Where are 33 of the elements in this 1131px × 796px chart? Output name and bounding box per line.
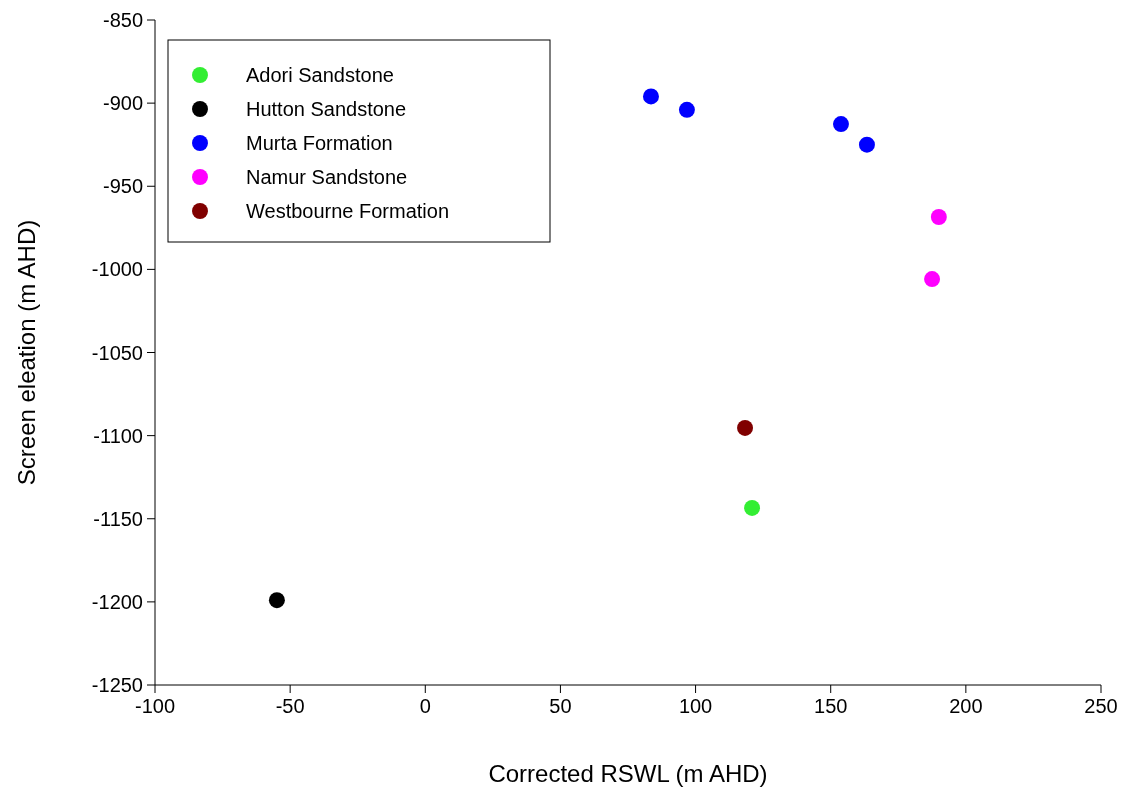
y-tick-label: -1250 <box>91 674 143 696</box>
x-tick-label: 250 <box>1084 695 1118 717</box>
y-tick-label: -1050 <box>91 341 143 364</box>
y-tick-label: -1150 <box>93 507 143 530</box>
x-tick-label: 100 <box>678 695 713 717</box>
x-tick-label: 50 <box>549 695 572 717</box>
point <box>643 88 659 105</box>
y-tick-label: -950 <box>102 175 143 198</box>
point <box>924 271 941 287</box>
y-axis-title: Screen eleation (m AHD) <box>13 219 40 486</box>
x-tick-label: -50 <box>275 695 305 717</box>
point <box>744 499 761 516</box>
point <box>268 592 285 609</box>
y-tick-label: -850 <box>102 9 143 31</box>
y-tick-label: -1100 <box>93 424 143 447</box>
point <box>930 209 947 225</box>
point <box>678 101 695 118</box>
x-tick-label: 200 <box>949 695 983 717</box>
x-tick-label: -100 <box>134 695 176 717</box>
y-tick-label: -1200 <box>91 590 143 613</box>
legend-label: Westbourne Formation <box>246 200 450 222</box>
x-axis-title: Corrected RSWL (m AHD) <box>488 760 768 787</box>
y-tick-label: -900 <box>102 92 143 115</box>
x-tick-label: 0 <box>419 695 431 717</box>
legend-label: Namur Sandstone <box>246 166 408 188</box>
point <box>737 420 754 436</box>
point <box>858 136 875 153</box>
legend-label: Hutton Sandstone <box>246 98 407 120</box>
y-tick-label: -1000 <box>91 258 143 281</box>
legend-label: Adori Sandstone <box>246 64 394 86</box>
x-tick-label: 150 <box>814 695 848 717</box>
point <box>833 116 849 133</box>
legend-label: Murta Formation <box>246 132 393 154</box>
